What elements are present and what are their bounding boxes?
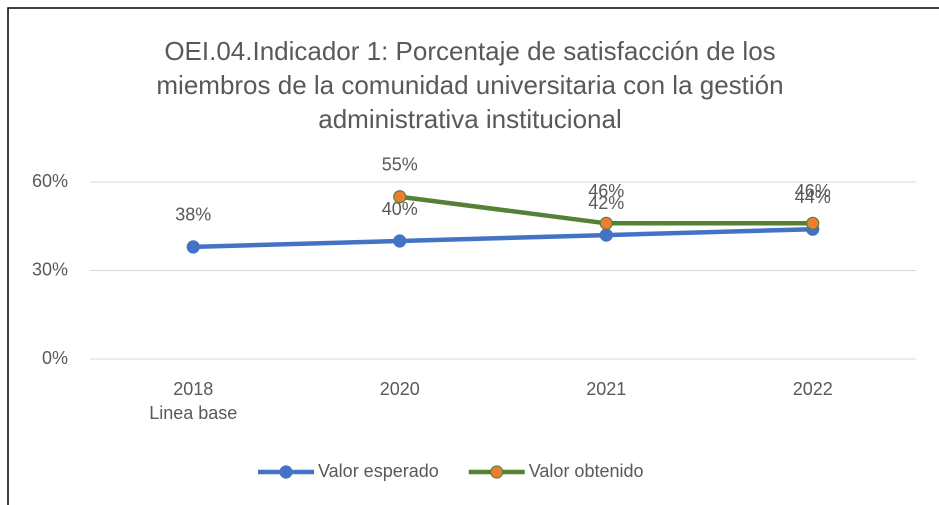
y-tick-label: 60% [32,171,68,191]
legend-marker [279,465,293,479]
data-label: 38% [175,205,211,225]
x-tick-label: 2018 Linea base [149,379,238,423]
data-label: 46% [795,181,831,201]
legend-label: Valor esperado [318,461,439,481]
marker [393,190,407,204]
chart-title: OEI.04.Indicador 1: Porcentaje de satisf… [156,36,784,134]
marker [393,234,407,248]
data-label: 42% [588,193,624,213]
x-tick-label: 2020 [379,379,420,399]
x-tick-label: 2021 [586,379,627,399]
marker [599,216,613,230]
marker [186,240,200,254]
series-line [193,226,813,250]
data-label: 46% [588,181,624,201]
frame [7,7,939,505]
data-label: 44% [795,187,831,207]
data-label: 40% [382,199,418,219]
marker [599,228,613,242]
legend-label: Valor obtenido [529,461,644,481]
data-label: 55% [382,155,418,175]
y-tick-label: 30% [32,259,68,279]
y-tick-label: 0% [42,348,68,368]
legend-marker [490,465,504,479]
marker [806,216,820,230]
x-tick-label: 2022 [792,379,833,399]
